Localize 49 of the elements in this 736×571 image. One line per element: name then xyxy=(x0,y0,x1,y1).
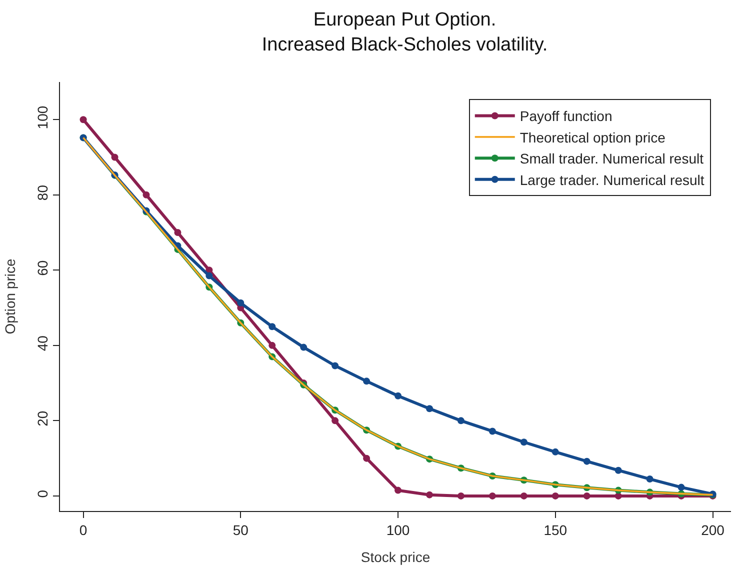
point xyxy=(174,229,182,236)
point xyxy=(237,299,244,306)
legend-label: Small trader. Numerical result xyxy=(520,150,704,167)
legend-label: Large trader. Numerical result xyxy=(520,172,704,188)
point xyxy=(332,417,339,424)
point xyxy=(583,492,590,500)
point xyxy=(614,492,622,500)
y-axis-title: Option price xyxy=(2,258,18,334)
x-tick-label: 150 xyxy=(544,522,568,538)
point xyxy=(520,438,528,446)
point xyxy=(363,454,370,462)
x-tick-label: 0 xyxy=(79,522,88,538)
point xyxy=(552,492,559,500)
point xyxy=(457,417,464,424)
y-tick-label: 100 xyxy=(34,106,50,130)
x-tick-label: 200 xyxy=(701,522,725,538)
point xyxy=(268,342,276,349)
point xyxy=(520,492,528,500)
point xyxy=(583,458,590,465)
chart-title: European Put Option. Increased Black-Scholes volatility. xyxy=(262,10,548,56)
point xyxy=(457,492,464,500)
point xyxy=(111,154,118,161)
point xyxy=(80,116,87,124)
point xyxy=(300,344,308,351)
point xyxy=(268,323,276,330)
point xyxy=(614,466,622,474)
y-tick-label: 40 xyxy=(34,335,50,352)
x-tick-label: 100 xyxy=(386,522,410,538)
point xyxy=(394,486,402,494)
point xyxy=(426,405,433,412)
legend-label: Payoff function xyxy=(520,108,612,124)
point xyxy=(646,476,654,483)
point xyxy=(332,362,339,370)
point xyxy=(363,378,370,385)
point xyxy=(488,492,496,500)
y-tick-label: 0 xyxy=(34,490,50,498)
point xyxy=(678,484,685,491)
point xyxy=(552,448,559,456)
y-tick-label: 20 xyxy=(34,410,50,426)
point xyxy=(488,428,496,435)
x-axis-title: Stock price xyxy=(360,549,430,566)
x-tick-label: 50 xyxy=(232,522,249,538)
point xyxy=(206,272,213,280)
legend-label: Theoretical option price xyxy=(520,129,666,146)
point xyxy=(394,392,402,400)
y-tick-label: 60 xyxy=(34,260,50,276)
y-tick-label: 80 xyxy=(34,184,50,201)
point xyxy=(142,191,150,198)
point xyxy=(426,491,433,498)
